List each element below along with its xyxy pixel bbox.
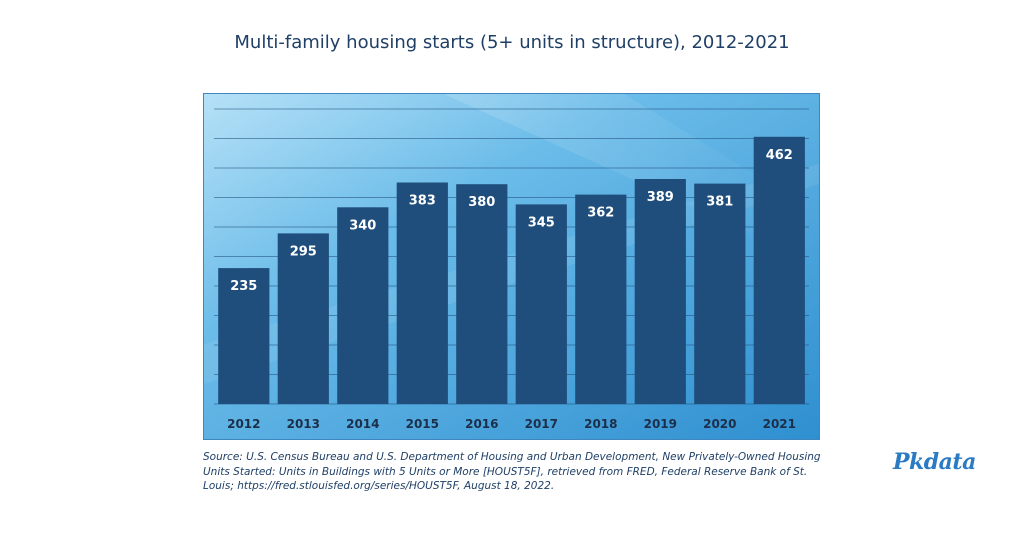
bar-2013 — [277, 233, 329, 404]
bar-2021 — [753, 136, 805, 405]
x-tick-2012: 2012 — [227, 417, 260, 431]
x-tick-2014: 2014 — [346, 417, 379, 431]
data-label-2017: 345 — [528, 215, 555, 230]
x-tick-2018: 2018 — [584, 417, 617, 431]
chart-title: Multi-family housing starts (5+ units in… — [234, 32, 790, 53]
x-tick-2013: 2013 — [287, 417, 320, 431]
x-tick-2017: 2017 — [525, 417, 558, 431]
background-sheen — [204, 94, 819, 264]
data-label-2015: 383 — [409, 194, 436, 209]
bar-2015 — [396, 182, 448, 404]
bar-2012 — [218, 268, 270, 404]
data-labels: 235 295 340 383 380 345 362 389 381 462 — [230, 148, 793, 294]
x-tick-2016: 2016 — [465, 417, 498, 431]
data-label-2019: 389 — [647, 190, 674, 205]
brand-logo: Pkdata — [893, 449, 976, 475]
data-label-2016: 380 — [468, 195, 495, 210]
x-axis-ticks: 2012 2013 2014 2015 2016 2017 2018 2019 2020 2021 — [227, 417, 796, 431]
data-label-2012: 235 — [230, 279, 257, 294]
bar-2019 — [634, 179, 686, 404]
bars — [218, 136, 805, 405]
bar-2017 — [515, 204, 567, 404]
data-label-2021: 462 — [766, 148, 793, 163]
x-tick-2015: 2015 — [406, 417, 439, 431]
chart-area: 235 295 340 383 380 345 362 389 381 462 2012 2013 2… — [203, 93, 820, 440]
data-label-2018: 362 — [587, 206, 614, 221]
bar-2018 — [575, 194, 627, 404]
x-tick-2020: 2020 — [703, 417, 736, 431]
data-label-2020: 381 — [706, 195, 733, 210]
source-note: Source: U.S. Census Bureau and U.S. Depa… — [203, 451, 821, 492]
data-label-2014: 340 — [349, 218, 376, 233]
x-tick-2019: 2019 — [644, 417, 677, 431]
bar-2014 — [337, 207, 389, 404]
data-label-2013: 295 — [290, 244, 317, 259]
bar-2016 — [456, 184, 508, 404]
x-tick-2021: 2021 — [763, 417, 796, 431]
bar-2020 — [694, 183, 746, 404]
